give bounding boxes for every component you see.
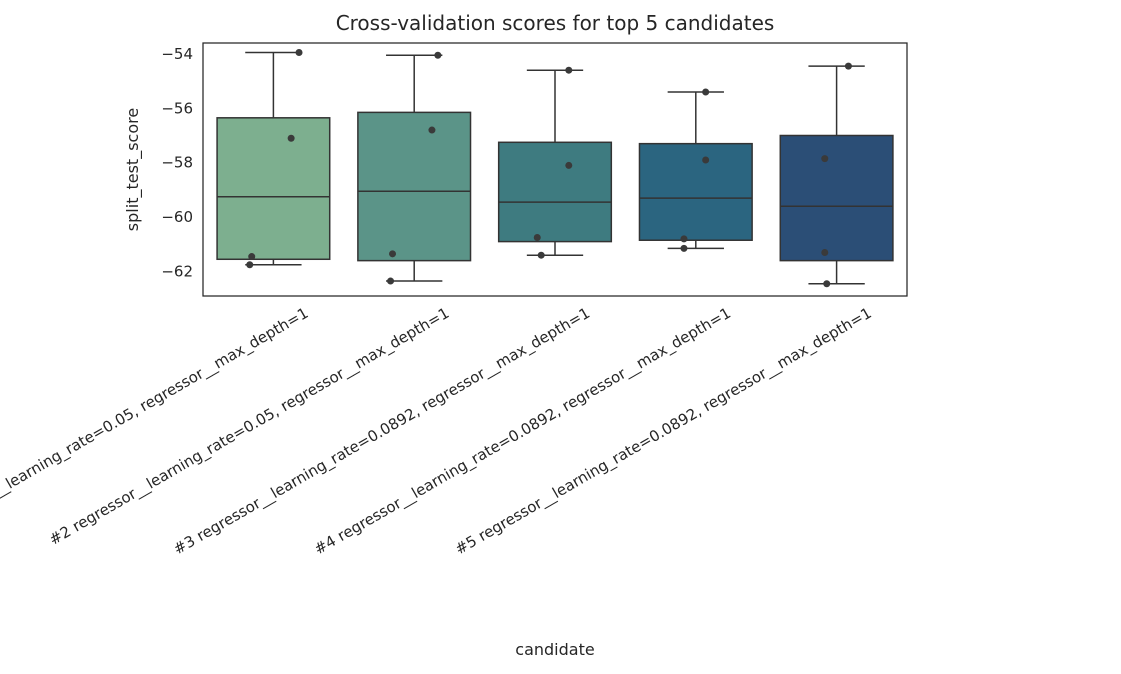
- data-point: [821, 155, 829, 163]
- data-point: [702, 88, 710, 96]
- box-body: [216, 117, 331, 261]
- data-point: [428, 126, 436, 134]
- data-point: [823, 280, 831, 288]
- data-point: [702, 156, 710, 164]
- box-1: [216, 51, 331, 266]
- box-body: [779, 134, 894, 262]
- y-tick-label: −54: [161, 45, 193, 63]
- box-body: [638, 142, 753, 241]
- data-point: [295, 49, 303, 57]
- y-tick-label: −56: [161, 99, 193, 117]
- x-axis-label: candidate: [515, 640, 594, 659]
- data-point: [565, 161, 573, 169]
- data-point: [537, 251, 545, 259]
- data-point: [248, 253, 256, 261]
- data-point: [533, 234, 541, 242]
- data-point: [844, 62, 852, 70]
- data-point: [434, 51, 442, 59]
- data-point: [389, 250, 397, 258]
- chart-title: Cross-validation scores for top 5 candid…: [336, 11, 775, 35]
- data-point: [821, 248, 829, 256]
- data-point: [287, 134, 295, 142]
- y-tick-label: −62: [161, 263, 193, 281]
- box-body: [357, 111, 472, 262]
- box-2: [357, 54, 472, 282]
- data-point: [680, 244, 688, 252]
- y-tick-label: −60: [161, 208, 193, 226]
- data-point: [246, 261, 254, 269]
- points-layer: [246, 49, 852, 288]
- y-axis-label: split_test_score: [123, 108, 143, 231]
- box-5: [779, 65, 894, 285]
- plot-area: [202, 42, 908, 297]
- y-axis-ticks: −54 −56 −58 −60 −62: [161, 45, 193, 281]
- box-body: [497, 141, 613, 243]
- data-point: [680, 235, 688, 243]
- x-axis-categories: #1 regressor__learning_rate=0.05, regres…: [0, 304, 875, 559]
- box-3: [497, 69, 613, 256]
- data-point: [387, 277, 395, 285]
- boxes-layer: [216, 51, 894, 285]
- y-tick-label: −58: [161, 154, 193, 172]
- box-4: [638, 91, 753, 250]
- data-point: [565, 66, 573, 74]
